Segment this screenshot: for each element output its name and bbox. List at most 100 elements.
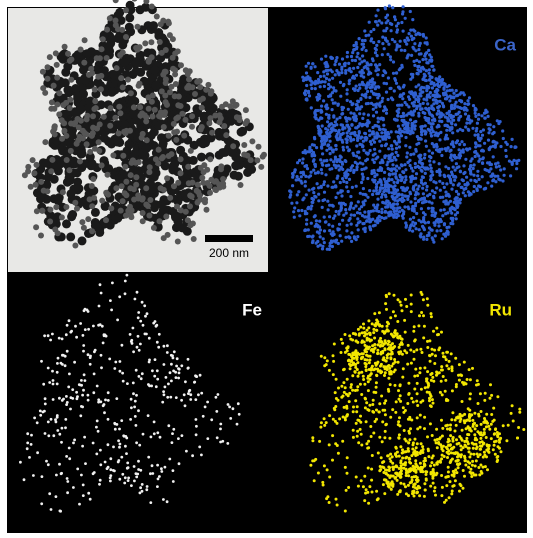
dot [490, 413, 493, 416]
dot [340, 385, 343, 388]
dot [393, 15, 396, 18]
dot [406, 198, 409, 201]
dot [212, 179, 218, 185]
dot [484, 187, 487, 190]
dot [150, 385, 153, 388]
dot [459, 373, 462, 376]
dot [338, 73, 341, 76]
dot [484, 392, 487, 395]
dot [140, 210, 146, 216]
dot [435, 327, 438, 330]
dot [477, 178, 480, 181]
dot [314, 165, 317, 168]
dot [441, 214, 444, 217]
dot [414, 486, 417, 489]
dot [345, 229, 348, 232]
dot [167, 383, 170, 386]
dot [393, 167, 396, 170]
dot [118, 295, 121, 298]
dot [381, 100, 384, 103]
dot [360, 444, 363, 447]
dot [468, 447, 471, 450]
dot [430, 395, 433, 398]
dot [445, 112, 448, 115]
dot [321, 481, 324, 484]
dot [332, 373, 335, 376]
dot [390, 205, 393, 208]
dot [204, 406, 207, 409]
dot [406, 124, 409, 127]
dot [79, 322, 82, 325]
dot [465, 437, 468, 440]
dot [338, 129, 341, 132]
dot [310, 204, 313, 207]
dot [413, 30, 416, 33]
dot [440, 474, 443, 477]
dot [461, 178, 464, 181]
dot [123, 179, 129, 185]
dot [84, 141, 90, 147]
dot [467, 466, 470, 469]
dot [377, 497, 380, 500]
dot [378, 140, 381, 143]
dot [310, 222, 313, 225]
dot [119, 183, 125, 189]
dot [360, 181, 363, 184]
dot [366, 61, 369, 64]
dot [320, 355, 323, 358]
dot [416, 374, 419, 377]
dot [350, 231, 353, 234]
dot [207, 190, 213, 196]
dot [335, 148, 338, 151]
dot [455, 141, 458, 144]
dot [470, 453, 473, 456]
dot [424, 124, 427, 127]
dot [421, 351, 424, 354]
dot [312, 160, 315, 163]
dot [25, 164, 31, 170]
dot [311, 62, 314, 65]
dot [372, 189, 375, 192]
dot [360, 205, 363, 208]
dot [195, 189, 201, 195]
dot [390, 29, 393, 32]
dot [389, 58, 392, 61]
dot [429, 373, 432, 376]
dot [380, 208, 383, 211]
dot [82, 484, 85, 487]
dot [410, 476, 413, 479]
dot [464, 187, 467, 190]
dot [64, 157, 70, 163]
dot [325, 69, 328, 72]
dot [68, 210, 77, 219]
dot [420, 470, 423, 473]
dot [487, 450, 490, 453]
dot [460, 140, 463, 143]
dot [363, 383, 366, 386]
dot [36, 451, 39, 454]
dot [389, 416, 392, 419]
dot [346, 146, 349, 149]
dot [354, 204, 357, 207]
dot [410, 362, 413, 365]
dot [131, 149, 140, 158]
dot [467, 442, 470, 445]
dot [353, 370, 356, 373]
dot [455, 385, 458, 388]
dot [415, 446, 418, 449]
dot [394, 158, 397, 161]
dot [510, 145, 513, 148]
dot [420, 130, 423, 133]
dot [475, 424, 478, 427]
dot [402, 112, 405, 115]
dot [89, 203, 95, 209]
dot [405, 440, 408, 443]
dot [466, 99, 469, 102]
dot [72, 243, 78, 249]
dot [45, 64, 51, 70]
dot [162, 93, 168, 99]
dot [304, 229, 307, 232]
dot [54, 166, 63, 175]
dot [409, 427, 412, 430]
dot [131, 104, 137, 110]
